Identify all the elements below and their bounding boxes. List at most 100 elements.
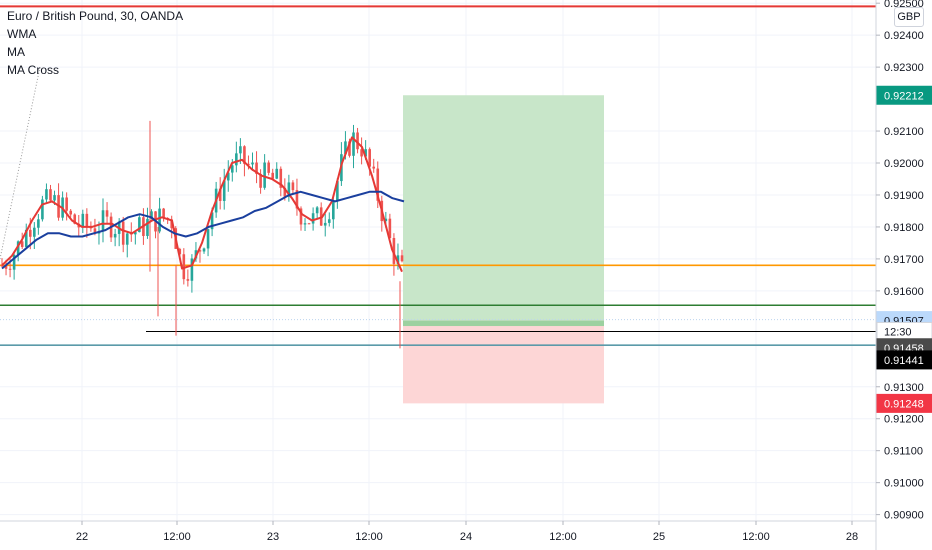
candle-body	[150, 211, 153, 219]
candle-body	[125, 233, 129, 245]
candle-body	[344, 141, 347, 155]
price-badge-label: 12:30	[884, 326, 912, 338]
candle-body	[327, 219, 331, 223]
candle-body	[323, 222, 327, 226]
candle-body	[255, 162, 258, 174]
entry-band	[403, 320, 604, 327]
candle-body	[206, 229, 210, 249]
indicator-wma[interactable]: WMA	[7, 27, 37, 41]
time-tick-label: 12:00	[742, 531, 770, 543]
candle-body	[24, 229, 28, 247]
price-tick-label: 0.91000	[884, 478, 924, 490]
time-tick-label: 12:00	[163, 531, 191, 543]
candle-body	[319, 207, 323, 226]
price-tick-label: 0.91300	[884, 382, 924, 394]
currency-button[interactable]: GBP	[894, 7, 924, 27]
candle-body	[283, 187, 287, 197]
candle-body	[134, 232, 137, 235]
candle-body	[372, 166, 376, 169]
candle-body	[49, 189, 52, 201]
time-tick-label: 23	[267, 531, 279, 543]
candle-body	[279, 168, 283, 188]
candle-body	[267, 162, 270, 173]
candle-body	[37, 219, 40, 228]
candle-body	[291, 182, 295, 191]
candle-body	[4, 265, 8, 269]
candle-body	[332, 200, 335, 220]
time-tick-label: 22	[76, 531, 88, 543]
candle-body	[85, 213, 89, 228]
candle-body	[275, 168, 279, 179]
candle-body	[105, 210, 109, 217]
price-tick-label: 0.92000	[884, 158, 924, 170]
profit-zone	[403, 95, 604, 321]
candle-body	[158, 208, 161, 232]
price-axis-bg	[876, 0, 932, 550]
indicator-ma[interactable]: MA	[7, 45, 25, 59]
indicator-ma-cross[interactable]: MA Cross	[7, 63, 60, 77]
candle-body	[69, 210, 72, 215]
price-badge-label: 0.92212	[884, 90, 924, 102]
candle-body	[45, 189, 48, 200]
time-tick-label: 12:00	[549, 531, 577, 543]
time-tick-label: 25	[653, 531, 665, 543]
candle-body	[287, 182, 291, 197]
candle-body	[28, 229, 32, 237]
candle-body	[113, 233, 117, 238]
candle-body	[93, 228, 97, 234]
time-tick-label: 12:00	[355, 531, 383, 543]
price-tick-label: 0.91600	[884, 286, 924, 298]
price-tick-label: 0.91700	[884, 254, 924, 266]
candle-body	[73, 214, 77, 224]
price-tick-label: 0.91900	[884, 190, 924, 202]
candle-body	[20, 241, 24, 247]
candle-body	[81, 213, 85, 228]
candle-body	[231, 165, 234, 173]
candle-body	[315, 207, 319, 214]
candle-body	[311, 213, 315, 224]
candle-body	[65, 197, 68, 211]
candle-body	[41, 199, 44, 220]
candle-body	[295, 190, 299, 209]
candle-body	[182, 254, 186, 280]
price-badge	[876, 85, 932, 105]
grid	[0, 0, 876, 521]
candle-body	[138, 217, 141, 233]
time-tick-label: 24	[460, 531, 472, 543]
candle-body	[239, 146, 242, 154]
candle-body	[392, 238, 396, 264]
candle-body	[226, 172, 230, 181]
moving-average-series	[1, 136, 405, 273]
horizontal-lines	[0, 5, 876, 347]
candle-body	[271, 172, 275, 179]
candle-body	[368, 149, 371, 167]
price-tick-label: 0.92100	[884, 126, 924, 138]
candle-body	[356, 132, 359, 150]
candle-body	[0, 265, 4, 267]
candle-body	[348, 141, 351, 156]
price-tick-label: 0.91100	[884, 446, 923, 458]
candle-body	[12, 254, 16, 270]
price-badge	[876, 393, 932, 413]
candle-body	[384, 218, 388, 222]
candle-body	[8, 268, 12, 270]
candle-body	[352, 132, 355, 156]
price-tick-label: 0.91800	[884, 222, 924, 234]
price-tick-label: 0.92400	[884, 30, 924, 42]
price-tick-label: 0.90900	[884, 510, 924, 522]
candle-body	[243, 146, 246, 164]
price-badge-label: 0.91441	[884, 355, 924, 367]
candle-body	[101, 210, 105, 232]
candle-body	[146, 218, 149, 236]
candle-body	[299, 208, 303, 225]
candle-body	[364, 149, 367, 157]
candle-body	[307, 223, 311, 225]
candle-body	[210, 212, 214, 230]
candle-body	[162, 208, 165, 219]
candle-body	[121, 221, 125, 245]
candle-body	[336, 181, 339, 201]
price-tick-label: 0.92500	[884, 0, 924, 10]
price-badge	[876, 350, 932, 370]
